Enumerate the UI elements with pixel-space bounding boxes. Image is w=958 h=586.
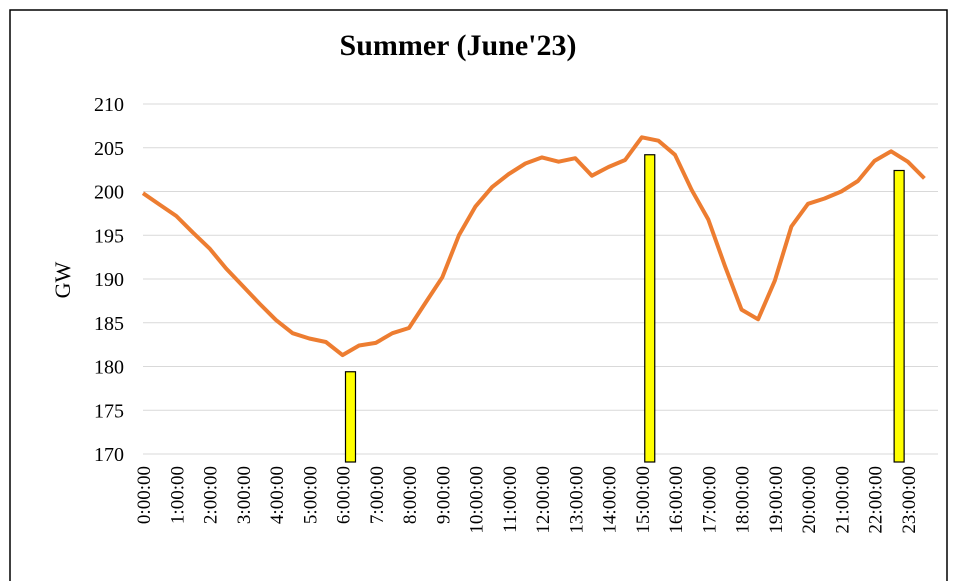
y-tick-label: 200 bbox=[94, 182, 124, 204]
bar bbox=[893, 169, 905, 463]
y-tick-label: 205 bbox=[94, 138, 124, 160]
x-tick-label: 10:00:00 bbox=[467, 466, 488, 534]
x-tick-label: 23:00:00 bbox=[899, 466, 920, 534]
y-tick-label: 195 bbox=[94, 225, 124, 247]
y-tick-label: 175 bbox=[94, 400, 124, 422]
x-tick-label: 4:00:00 bbox=[267, 466, 288, 524]
x-tick-label: 20:00:00 bbox=[799, 466, 820, 534]
x-tick-label: 17:00:00 bbox=[699, 466, 720, 534]
x-tick-label: 3:00:00 bbox=[234, 466, 255, 524]
bar bbox=[344, 371, 357, 463]
chart-border bbox=[9, 9, 948, 581]
x-tick-label: 6:00:00 bbox=[334, 466, 355, 524]
x-tick-label: 11:00:00 bbox=[500, 466, 521, 533]
bar bbox=[644, 154, 656, 463]
y-axis-label: GW bbox=[50, 261, 75, 298]
y-tick-label: 170 bbox=[94, 444, 124, 466]
line-series bbox=[141, 135, 926, 358]
x-tick-label: 15:00:00 bbox=[633, 466, 654, 534]
chart-title: Summer (June'23) bbox=[340, 29, 577, 62]
x-tick-label: 12:00:00 bbox=[533, 466, 554, 534]
x-tick-label: 9:00:00 bbox=[433, 466, 454, 524]
x-tick-label: 1:00:00 bbox=[167, 466, 188, 524]
x-tick-label: 22:00:00 bbox=[866, 466, 887, 534]
x-tick-label: 5:00:00 bbox=[300, 466, 321, 524]
y-tick-label: 180 bbox=[94, 357, 124, 379]
x-tick-label: 21:00:00 bbox=[832, 466, 853, 534]
x-tick-label: 14:00:00 bbox=[600, 466, 621, 534]
x-tick-label: 16:00:00 bbox=[666, 466, 687, 534]
x-tick-label: 7:00:00 bbox=[367, 466, 388, 524]
y-tick-label: 190 bbox=[94, 269, 124, 291]
x-tick-label: 0:00:00 bbox=[134, 466, 155, 524]
y-tick-label: 185 bbox=[94, 313, 124, 335]
x-tick-label: 8:00:00 bbox=[400, 466, 421, 524]
y-tick-label: 210 bbox=[94, 94, 124, 116]
x-tick-label: 13:00:00 bbox=[566, 466, 587, 534]
x-tick-label: 18:00:00 bbox=[733, 466, 754, 534]
x-tick-label: 2:00:00 bbox=[201, 466, 222, 524]
x-tick-label: 19:00:00 bbox=[766, 466, 787, 534]
